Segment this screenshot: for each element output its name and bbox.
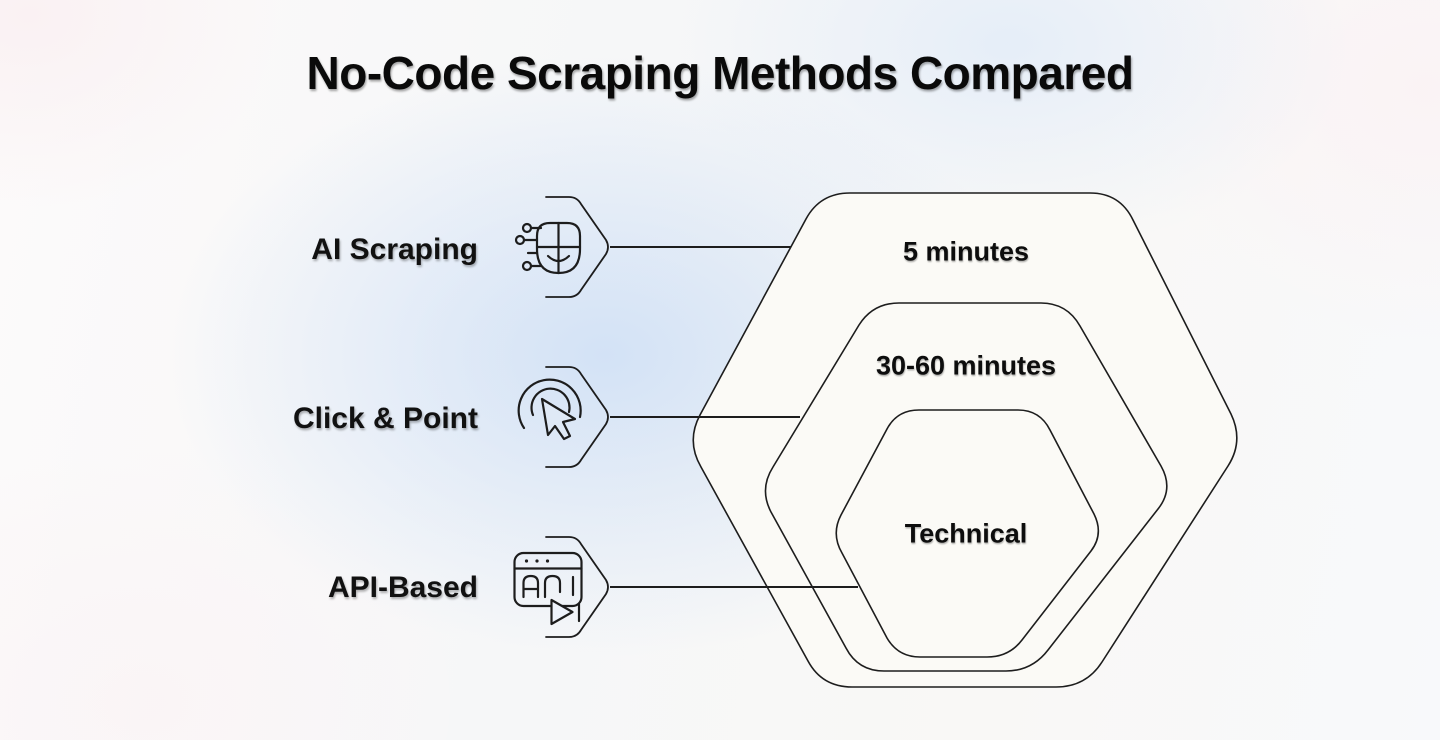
hexagon-value-30-60-minutes: 30-60 minutes xyxy=(875,350,1057,381)
browser-api-icon xyxy=(513,551,583,626)
hexagon-value-5-minutes: 5 minutes xyxy=(902,236,1030,267)
icon-bracket-ai xyxy=(545,196,609,298)
hexagon-inner xyxy=(835,409,1100,658)
icon-bracket-click xyxy=(545,366,609,468)
hexagon-value-technical: Technical xyxy=(904,518,1028,549)
method-label-click-point: Click & Point xyxy=(292,402,478,435)
ai-scraping-icon xyxy=(514,221,582,275)
method-label-ai-scraping: AI Scraping xyxy=(311,233,478,266)
cursor-click-icon xyxy=(517,378,582,441)
method-label-api-based: API-Based xyxy=(327,571,478,604)
page-title: No-Code Scraping Methods Compared xyxy=(306,47,1134,99)
icon-bracket-api xyxy=(545,536,609,638)
